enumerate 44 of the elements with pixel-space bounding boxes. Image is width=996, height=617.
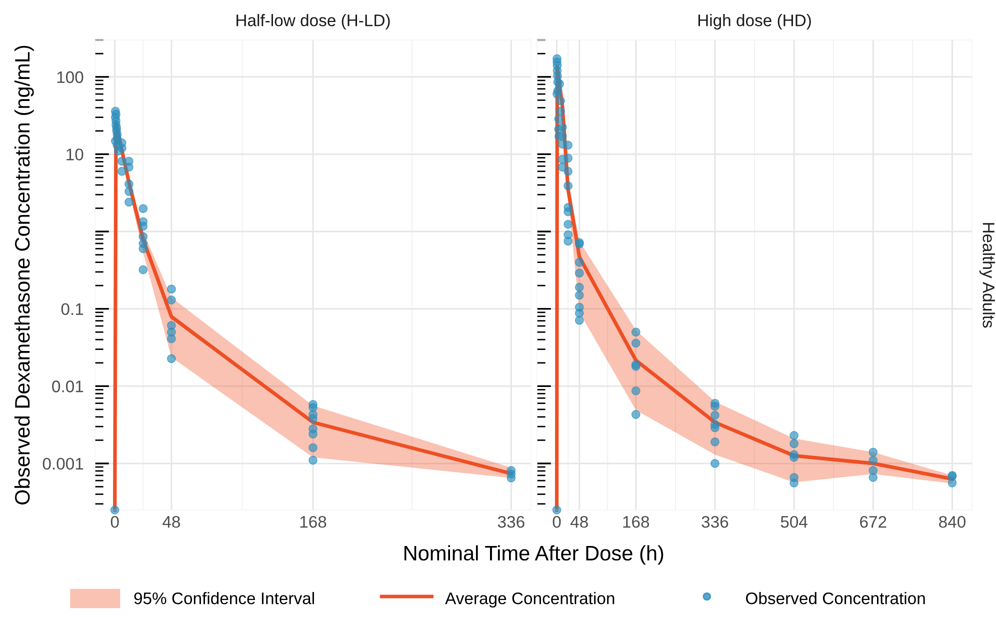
text: Healthy Adults xyxy=(979,223,995,328)
legend-label: Average Concentration xyxy=(445,592,614,608)
x-tick-label: 48 xyxy=(570,516,588,528)
point xyxy=(124,186,134,196)
y-tick-label: 100 xyxy=(57,71,84,84)
y-axis-title: Observed Dexamethasone Concentration (ng/mL) xyxy=(14,46,34,504)
x-tick-label: 48 xyxy=(162,516,180,528)
x-tick-label: 0 xyxy=(552,516,561,528)
y-tick-label: 0.001 xyxy=(42,458,84,470)
point xyxy=(166,296,176,304)
point xyxy=(166,284,176,294)
y-tick-label: 10 xyxy=(66,148,84,160)
point xyxy=(308,430,318,439)
point xyxy=(124,198,134,207)
legend-label: Observed Concentration xyxy=(746,592,925,604)
x-tick-label: 672 xyxy=(860,516,886,528)
point xyxy=(166,354,176,364)
x-tick-label: 336 xyxy=(498,516,524,528)
point xyxy=(166,334,176,344)
chart-title: Half-low dose (H-LD) xyxy=(236,14,390,30)
point xyxy=(506,473,516,482)
x-axis-title: Nominal Time After Dose (h) xyxy=(404,545,664,565)
point xyxy=(138,222,148,231)
text: 95% Confidence Interval xyxy=(134,592,314,604)
point xyxy=(308,456,318,465)
point xyxy=(138,204,148,214)
point xyxy=(308,414,318,424)
point xyxy=(308,443,318,452)
chart-title: High dose (HD) xyxy=(698,14,811,30)
x-tick-label: 168 xyxy=(300,516,326,528)
x-tick-label: 336 xyxy=(702,516,728,528)
x-tick-label: 504 xyxy=(780,516,808,528)
y-tick-label: 0.1 xyxy=(61,303,84,316)
point xyxy=(117,166,126,176)
y-tick-label: 0.01 xyxy=(52,380,84,392)
x-tick-label: 168 xyxy=(623,516,650,528)
x-tick-label: 840 xyxy=(939,516,966,528)
point xyxy=(138,265,148,274)
point xyxy=(110,506,120,514)
point xyxy=(138,244,148,254)
point xyxy=(124,162,134,172)
point xyxy=(117,144,126,153)
point xyxy=(124,180,134,189)
x-tick-label: 0 xyxy=(110,516,119,528)
